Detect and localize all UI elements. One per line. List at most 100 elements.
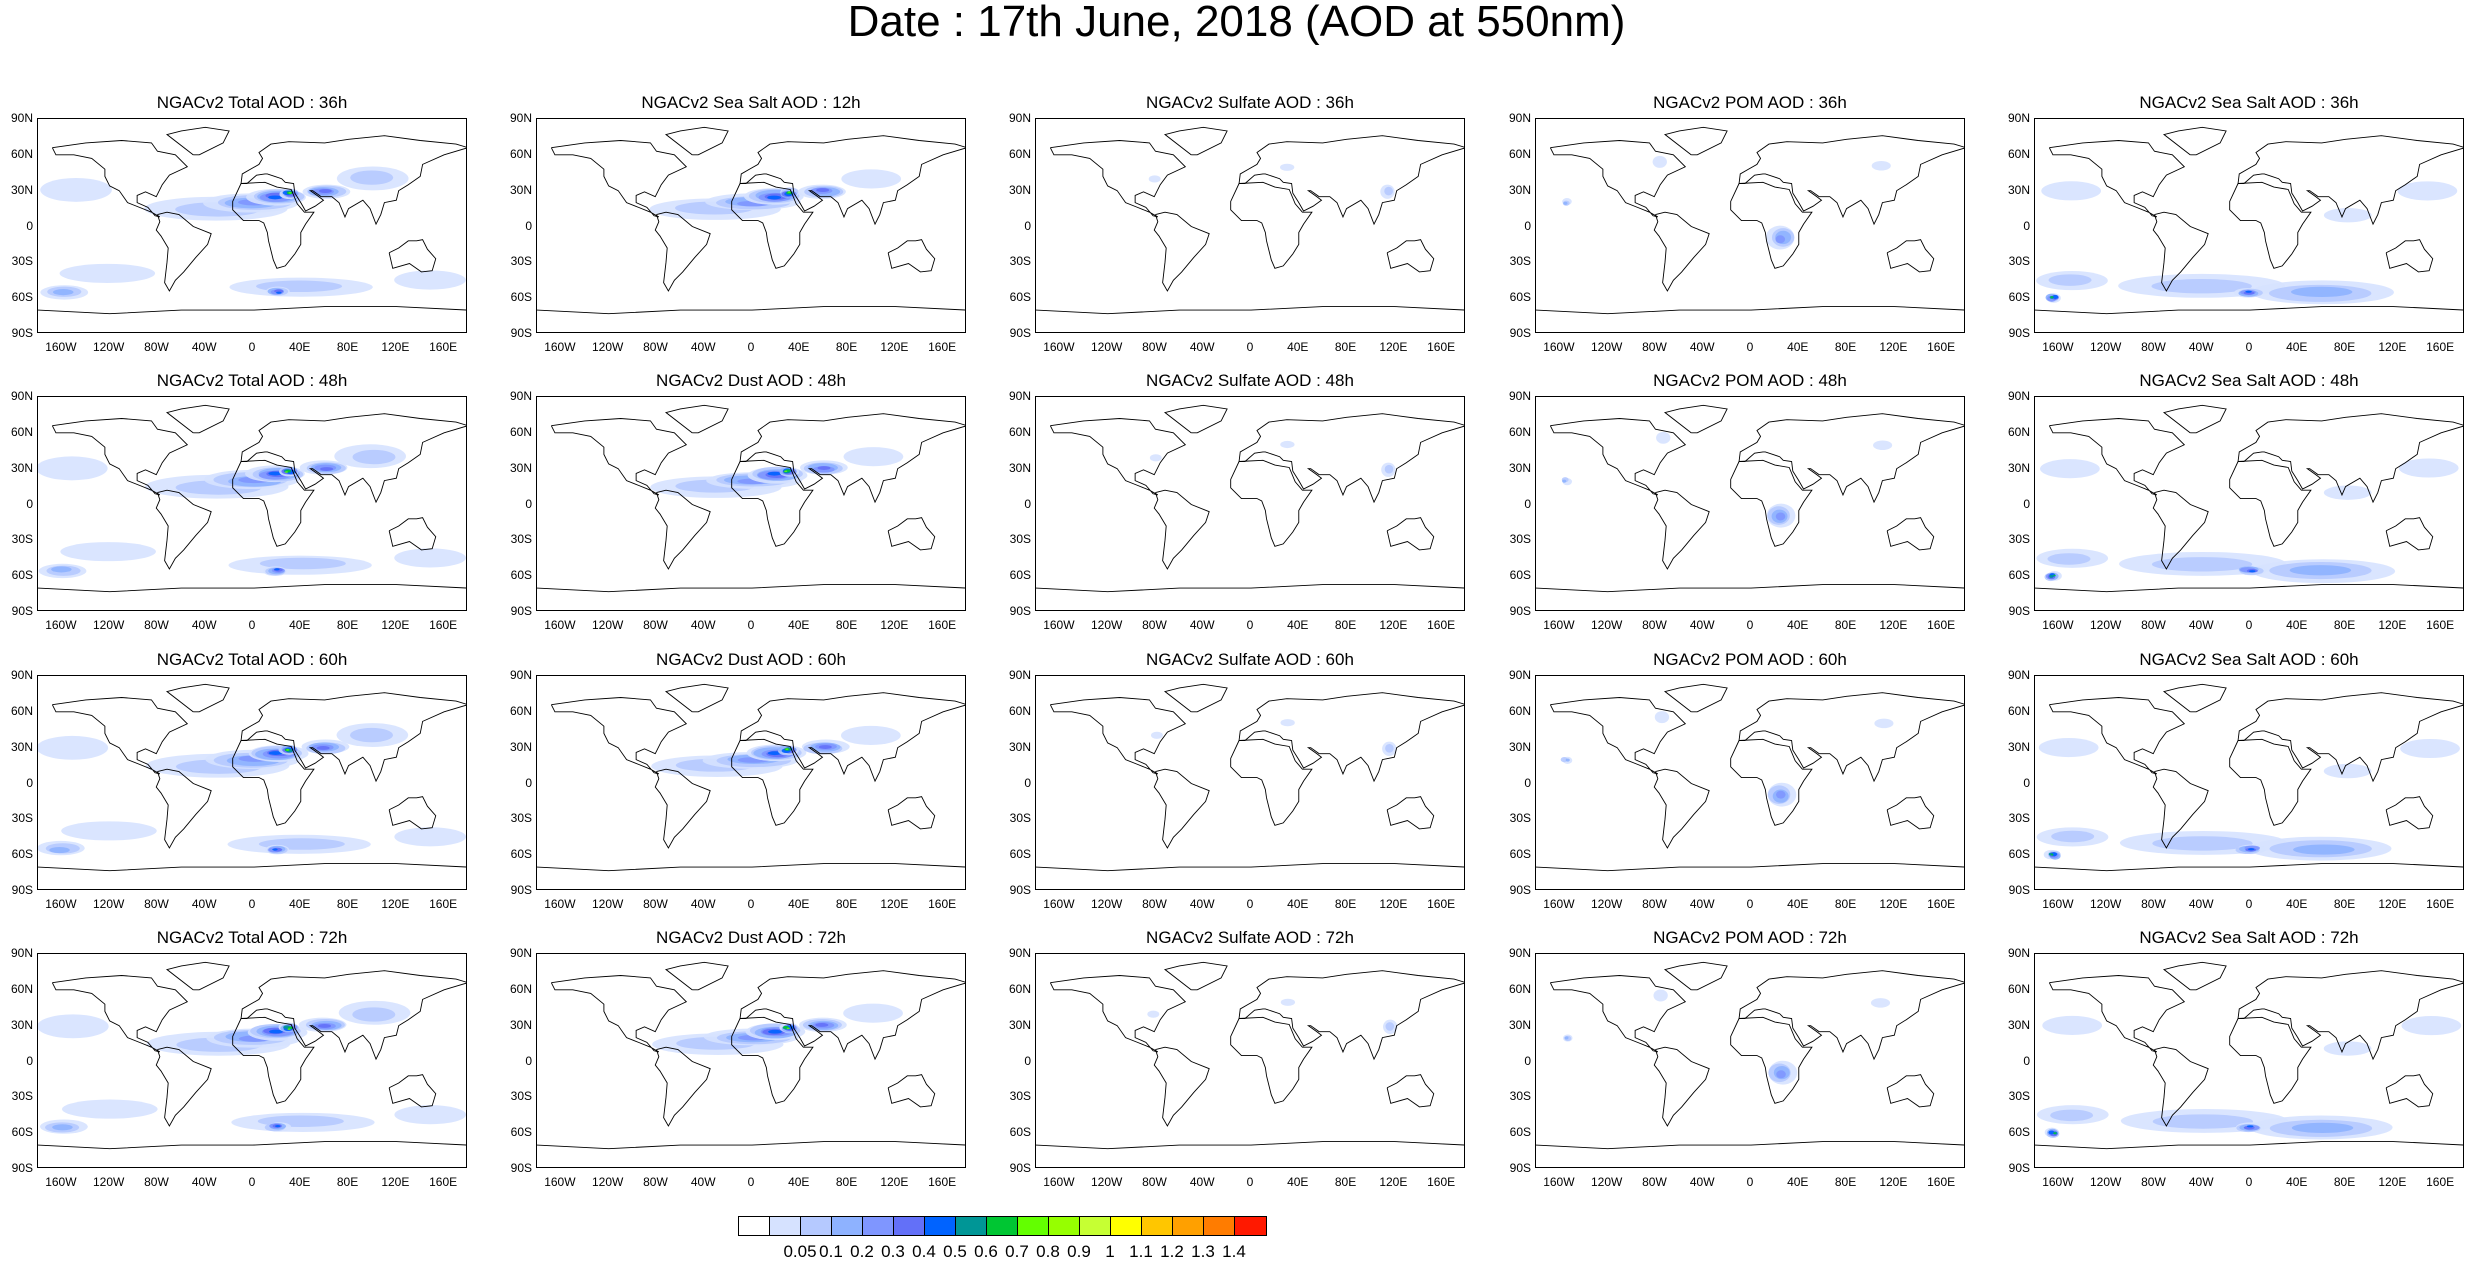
lat-tick-label: 90N — [10, 389, 33, 403]
aod-field — [2035, 683, 2463, 872]
coastline — [2152, 1046, 2209, 1127]
lat-tick-label: 90N — [1008, 668, 1031, 682]
lat-tick-label: 90S — [1509, 883, 1531, 897]
coastline — [1386, 517, 1435, 551]
lat-tick-label: 30S — [11, 254, 33, 269]
lon-tick-label: 80W — [1642, 1175, 1667, 1189]
lon-tick-label: 80W — [1642, 897, 1667, 911]
aod-field — [38, 404, 466, 593]
colorbar-swatch — [1018, 1217, 1049, 1235]
coastline — [2385, 1074, 2434, 1108]
lat-tick-label: 60S — [2008, 568, 2030, 583]
coastline — [232, 459, 315, 547]
lon-tick-label: 80E — [835, 897, 858, 911]
lon-tick-label: 40E — [1787, 897, 1809, 911]
lat-tick-label: 0 — [525, 496, 532, 511]
coastline — [1653, 768, 1710, 849]
lat-tick-label: 30N — [509, 182, 532, 197]
lon-tick-label: 40E — [289, 1175, 311, 1189]
coastline — [1738, 970, 1964, 1061]
lat-tick-label: 90N — [2007, 946, 2030, 960]
lon-tick-label: 80W — [1142, 897, 1167, 911]
lon-tick-label: 80E — [336, 340, 359, 354]
colorbar-swatch — [1049, 1217, 1080, 1235]
lon-tick-label: 40W — [1689, 897, 1715, 911]
map-plot-area — [1535, 396, 1965, 611]
lat-tick-label: 0 — [1024, 218, 1031, 233]
aod-field — [1036, 961, 1464, 1150]
lon-tick-label: 40E — [289, 340, 311, 354]
coastline — [1386, 1074, 1435, 1108]
lat-tick-label: 90S — [1509, 326, 1531, 340]
coastline — [1238, 135, 1464, 226]
lat-tick-label: 60S — [1009, 290, 1031, 305]
aod-field — [1036, 683, 1464, 872]
coastline — [1549, 140, 1687, 218]
lon-tick-label: 120W — [92, 340, 125, 354]
coastline — [2152, 211, 2209, 292]
colorbar-tick-label: 0.5 — [943, 1242, 967, 1261]
lon-tick-label: 120W — [92, 897, 125, 911]
colorbar-swatch — [1173, 1217, 1204, 1235]
lon-tick-label: 0 — [248, 897, 256, 911]
coastline — [388, 517, 437, 551]
lon-tick-label: 40E — [788, 897, 810, 911]
coastline — [165, 683, 230, 713]
map-panel: NGACv2 Sea Salt AOD : 48h 90N 60N 30N 0 30S 60… — [2008, 371, 2464, 631]
lat-tick-label: 90S — [11, 883, 33, 897]
lon-tick-label: 40E — [2286, 1175, 2308, 1189]
lon-tick-label: 80W — [1642, 618, 1667, 632]
lon-tick-label: 160E — [2426, 1175, 2455, 1189]
coastline — [232, 181, 315, 269]
colorbar-swatch — [863, 1217, 894, 1235]
lat-tick-label: 30S — [1509, 254, 1531, 269]
lon-tick-label: 80W — [643, 897, 668, 911]
map-plot-area — [37, 118, 467, 333]
lon-tick-label: 40W — [2188, 897, 2214, 911]
coastline — [2048, 697, 2186, 775]
lat-tick-label: 90N — [509, 668, 532, 682]
coastline — [2229, 1016, 2312, 1104]
lat-tick-label: 60N — [1508, 981, 1531, 996]
lat-tick-label: 90S — [11, 1161, 33, 1175]
lon-tick-label: 80E — [336, 1175, 359, 1189]
coastline — [232, 1016, 315, 1104]
lat-tick-label: 30S — [11, 811, 33, 826]
lon-tick-label: 80E — [1834, 340, 1857, 354]
lon-tick-label: 160E — [429, 618, 458, 632]
coastline — [2162, 683, 2227, 713]
lat-tick-label: 60S — [1509, 290, 1531, 305]
lat-tick-label: 30N — [1508, 1017, 1531, 1032]
lon-tick-label: 120E — [1379, 897, 1408, 911]
coastline — [1653, 1046, 1710, 1127]
panel-title: NGACv2 POM AOD : 72h — [1653, 928, 1847, 947]
lon-tick-label: 80E — [835, 340, 858, 354]
coastline — [1663, 683, 1728, 713]
coastline — [1386, 239, 1435, 273]
lat-tick-label: 90N — [509, 111, 532, 125]
lat-tick-label: 0 — [2023, 496, 2030, 511]
lat-tick-label: 30N — [1008, 739, 1031, 754]
coastline — [388, 1074, 437, 1108]
coastline — [1738, 135, 1964, 226]
lon-tick-label: 160E — [1927, 618, 1956, 632]
lon-tick-label: 160W — [45, 897, 77, 911]
colorbar-tick-label: 0.7 — [1005, 1242, 1029, 1261]
coastline — [1230, 1016, 1313, 1104]
coastline — [1049, 418, 1187, 496]
lon-tick-label: 40W — [690, 340, 716, 354]
lon-tick-label: 0 — [248, 618, 256, 632]
lat-tick-label: 90S — [2008, 883, 2030, 897]
panel-title: NGACv2 Total AOD : 72h — [156, 928, 348, 947]
coastline — [2152, 768, 2209, 849]
colorbar-swatch — [801, 1217, 832, 1235]
lon-tick-label: 80E — [1334, 897, 1357, 911]
colorbar-swatch — [1111, 1217, 1142, 1235]
lon-tick-label: 0 — [747, 1175, 755, 1189]
coastline — [2048, 418, 2186, 496]
lat-tick-label: 30N — [10, 739, 33, 754]
lon-tick-label: 80W — [643, 340, 668, 354]
lon-tick-label: 120W — [2089, 618, 2122, 632]
aod-field — [38, 683, 466, 872]
lat-tick-label: 60S — [1009, 1125, 1031, 1140]
